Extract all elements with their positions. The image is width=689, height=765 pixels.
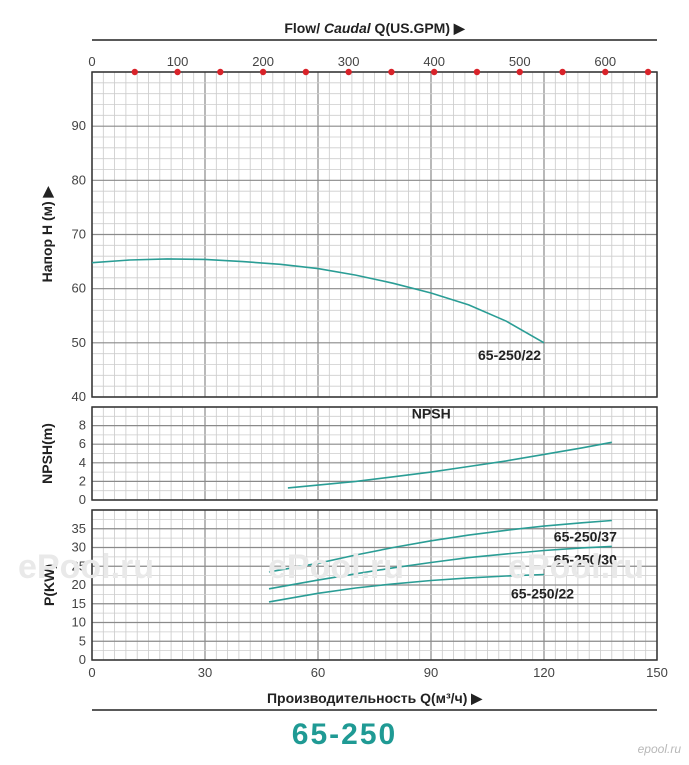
curve-label-NPSH: NPSH — [412, 405, 451, 421]
y-tick-label: 10 — [72, 615, 86, 630]
y-tick-label: 30 — [72, 540, 86, 555]
y-axis-label-head: Напор H (м) ▶ — [39, 185, 55, 282]
curve-label-65-250/22: 65-250/22 — [511, 586, 574, 602]
gpm-marker — [430, 68, 438, 76]
y-tick-label: 0 — [79, 652, 86, 667]
top-tick-label: 500 — [509, 54, 531, 69]
curve-label-65-250/37: 65-250/37 — [554, 529, 617, 545]
series-line-65-250/22 — [268, 573, 545, 603]
panel-frame-head — [91, 71, 658, 398]
x-tick-label: 150 — [646, 665, 668, 680]
gpm-marker — [174, 68, 181, 76]
series-line-65-250/37 — [268, 519, 612, 573]
y-tick-label: 80 — [72, 172, 86, 187]
top-tick-label: 0 — [88, 54, 95, 69]
gpm-marker — [644, 68, 652, 76]
gpm-marker — [602, 68, 609, 76]
gpm-marker — [388, 68, 395, 76]
gpm-marker — [516, 68, 523, 76]
panel-frame-npsh — [91, 406, 658, 501]
y-tick-label: 8 — [79, 418, 86, 433]
y-tick-label: 60 — [72, 281, 86, 296]
gpm-marker — [302, 68, 310, 76]
curve-label-65-250/22: 65-250/22 — [478, 347, 541, 363]
curve-label-65-250/30: 65-250/30 — [554, 551, 617, 567]
model-title: 65-250 — [291, 718, 398, 751]
x-tick-label: 90 — [424, 665, 438, 680]
x-axis-title: Производительность Q(м³/ч) ▶ — [267, 690, 483, 706]
top-tick-label: 300 — [338, 54, 360, 69]
top-axis-title: Flow/ Caudal Q(US.GPM) ▶ — [284, 20, 466, 36]
y-tick-label: 25 — [72, 558, 86, 573]
gpm-marker — [345, 68, 352, 76]
y-tick-label: 0 — [79, 492, 86, 507]
y-tick-label: 50 — [72, 335, 86, 350]
y-axis-label-power: P(KW) — [41, 564, 57, 606]
series-line-65-250/22 — [91, 258, 545, 344]
series-line-65-250/30 — [268, 545, 612, 590]
x-tick-label: 60 — [311, 665, 325, 680]
gpm-marker — [259, 68, 267, 76]
y-tick-label: 35 — [72, 521, 86, 536]
x-tick-label: 0 — [88, 665, 95, 680]
y-tick-label: 2 — [79, 473, 86, 488]
y-tick-label: 40 — [72, 389, 86, 404]
x-tick-label: 120 — [533, 665, 555, 680]
gpm-marker — [473, 68, 481, 76]
x-tick-label: 30 — [198, 665, 212, 680]
panel-frame-power — [91, 509, 658, 661]
y-tick-label: 90 — [72, 118, 86, 133]
y-tick-label: 4 — [79, 455, 86, 470]
y-tick-label: 15 — [72, 596, 86, 611]
y-tick-label: 20 — [72, 577, 86, 592]
series-line-NPSH — [287, 441, 612, 489]
top-tick-label: 100 — [167, 54, 189, 69]
gpm-marker — [217, 68, 224, 76]
y-axis-label-npsh: NPSH(m) — [39, 423, 55, 484]
top-tick-label: 200 — [252, 54, 274, 69]
y-tick-label: 70 — [72, 227, 86, 242]
gpm-marker — [131, 68, 138, 76]
y-tick-label: 6 — [79, 436, 86, 451]
credit-text: epool.ru — [637, 742, 681, 756]
gpm-marker — [559, 68, 566, 76]
top-tick-label: 600 — [594, 54, 616, 69]
top-tick-label: 400 — [423, 54, 445, 69]
y-tick-label: 5 — [79, 633, 86, 648]
